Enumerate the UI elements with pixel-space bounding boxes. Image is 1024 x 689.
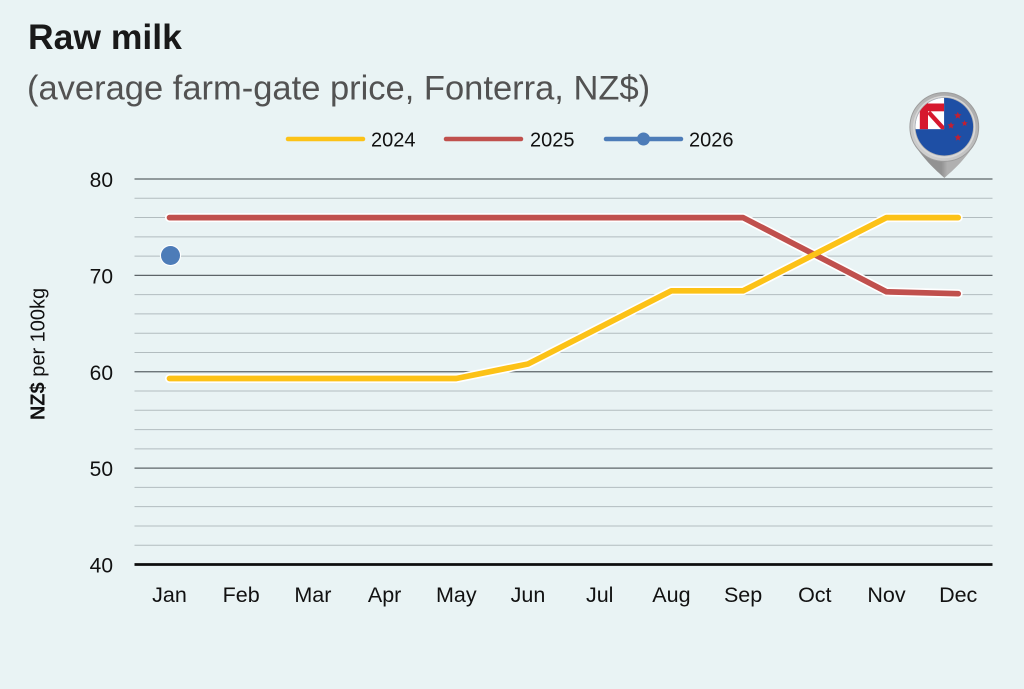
svg-text:Aug: Aug bbox=[652, 583, 690, 607]
svg-text:Apr: Apr bbox=[368, 583, 401, 607]
svg-text:May: May bbox=[436, 583, 477, 607]
svg-text:NZ$ per 100kg: NZ$ per 100kg bbox=[28, 288, 50, 420]
svg-text:2024: 2024 bbox=[371, 130, 416, 152]
svg-text:60: 60 bbox=[90, 362, 113, 385]
svg-text:Sep: Sep bbox=[724, 583, 762, 607]
svg-text:Jun: Jun bbox=[511, 583, 546, 607]
svg-text:2026: 2026 bbox=[689, 130, 734, 152]
svg-text:Mar: Mar bbox=[294, 583, 331, 607]
svg-text:Raw milk: Raw milk bbox=[28, 17, 182, 57]
svg-text:Oct: Oct bbox=[798, 583, 831, 607]
svg-text:80: 80 bbox=[90, 169, 113, 192]
svg-text:70: 70 bbox=[90, 265, 113, 288]
svg-text:(average farm-gate price, Font: (average farm-gate price, Fonterra, NZ$) bbox=[27, 70, 650, 108]
svg-text:Dec: Dec bbox=[939, 583, 977, 607]
svg-text:Feb: Feb bbox=[223, 583, 260, 607]
svg-text:2025: 2025 bbox=[530, 130, 575, 152]
svg-text:40: 40 bbox=[90, 555, 113, 578]
svg-text:50: 50 bbox=[90, 458, 113, 481]
svg-text:Nov: Nov bbox=[867, 583, 905, 607]
svg-text:Jul: Jul bbox=[586, 583, 613, 607]
svg-text:Jan: Jan bbox=[152, 583, 187, 607]
